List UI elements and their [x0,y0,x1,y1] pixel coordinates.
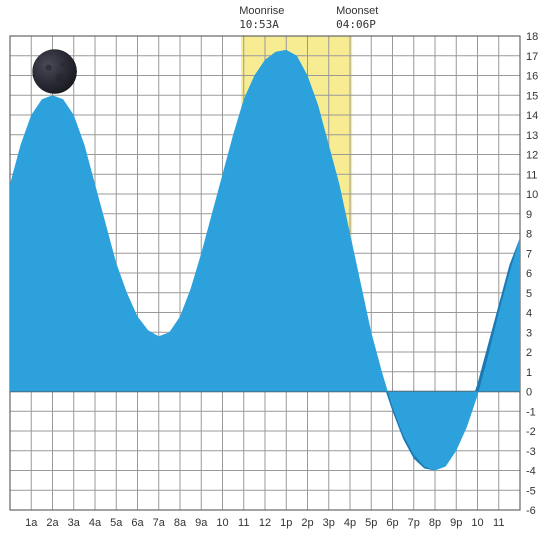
y-tick-label: 14 [526,110,538,122]
moon-phase-icon [33,50,77,94]
y-tick-label: 8 [526,229,532,241]
x-tick-label: 12 [259,517,271,529]
x-tick-label: 9a [195,517,208,529]
x-tick-label: 8a [174,517,187,529]
y-tick-label: 13 [526,130,538,142]
x-tick-label: 5p [365,517,377,529]
x-tick-label: 6p [386,517,398,529]
y-tick-label: 0 [526,387,532,399]
x-tick-label: 10 [471,517,483,529]
x-tick-label: 10 [216,517,228,529]
chart-svg: -6-5-4-3-2-10123456789101112131415161718… [0,0,550,550]
y-tick-label: 9 [526,209,532,221]
x-tick-label: 5a [110,517,123,529]
y-tick-label: 6 [526,268,532,280]
x-tick-label: 1p [280,517,292,529]
moonrise-time: 10:53A [239,18,279,31]
x-tick-label: 4p [344,517,356,529]
x-tick-label: 6a [131,517,144,529]
y-tick-label: 11 [526,169,537,181]
y-tick-label: 15 [526,90,538,102]
y-tick-label: 10 [526,189,538,201]
x-tick-label: 7p [408,517,420,529]
y-tick-label: -2 [526,426,536,438]
moonset-time: 04:06P [336,18,376,31]
x-tick-label: 11 [238,517,249,529]
y-tick-label: 17 [526,51,538,63]
x-tick-label: 2p [301,517,313,529]
y-tick-label: 4 [526,308,532,320]
y-tick-label: 18 [526,31,538,43]
y-tick-label: 16 [526,71,538,83]
x-tick-label: 7a [153,517,166,529]
x-tick-label: 8p [429,517,441,529]
moonset-label: Moonset [336,5,378,17]
x-tick-label: 11 [493,517,504,529]
x-tick-label: 1a [25,517,38,529]
y-tick-label: -4 [526,466,536,478]
y-tick-label: 1 [526,367,532,379]
y-tick-label: 3 [526,327,532,339]
y-tick-label: -5 [526,485,536,497]
y-tick-label: -6 [526,505,536,517]
moonrise-label: Moonrise [239,5,284,17]
x-tick-label: 2a [46,517,59,529]
y-tick-label: -1 [526,406,536,418]
y-tick-label: 7 [526,248,532,260]
y-tick-label: 12 [526,150,538,162]
tide-chart: -6-5-4-3-2-10123456789101112131415161718… [0,0,550,550]
x-tick-label: 3a [68,517,81,529]
y-tick-label: 2 [526,347,532,359]
x-tick-label: 4a [89,517,102,529]
x-tick-label: 9p [450,517,462,529]
y-tick-label: -3 [526,446,536,458]
x-tick-label: 3p [323,517,335,529]
y-tick-label: 5 [526,288,532,300]
